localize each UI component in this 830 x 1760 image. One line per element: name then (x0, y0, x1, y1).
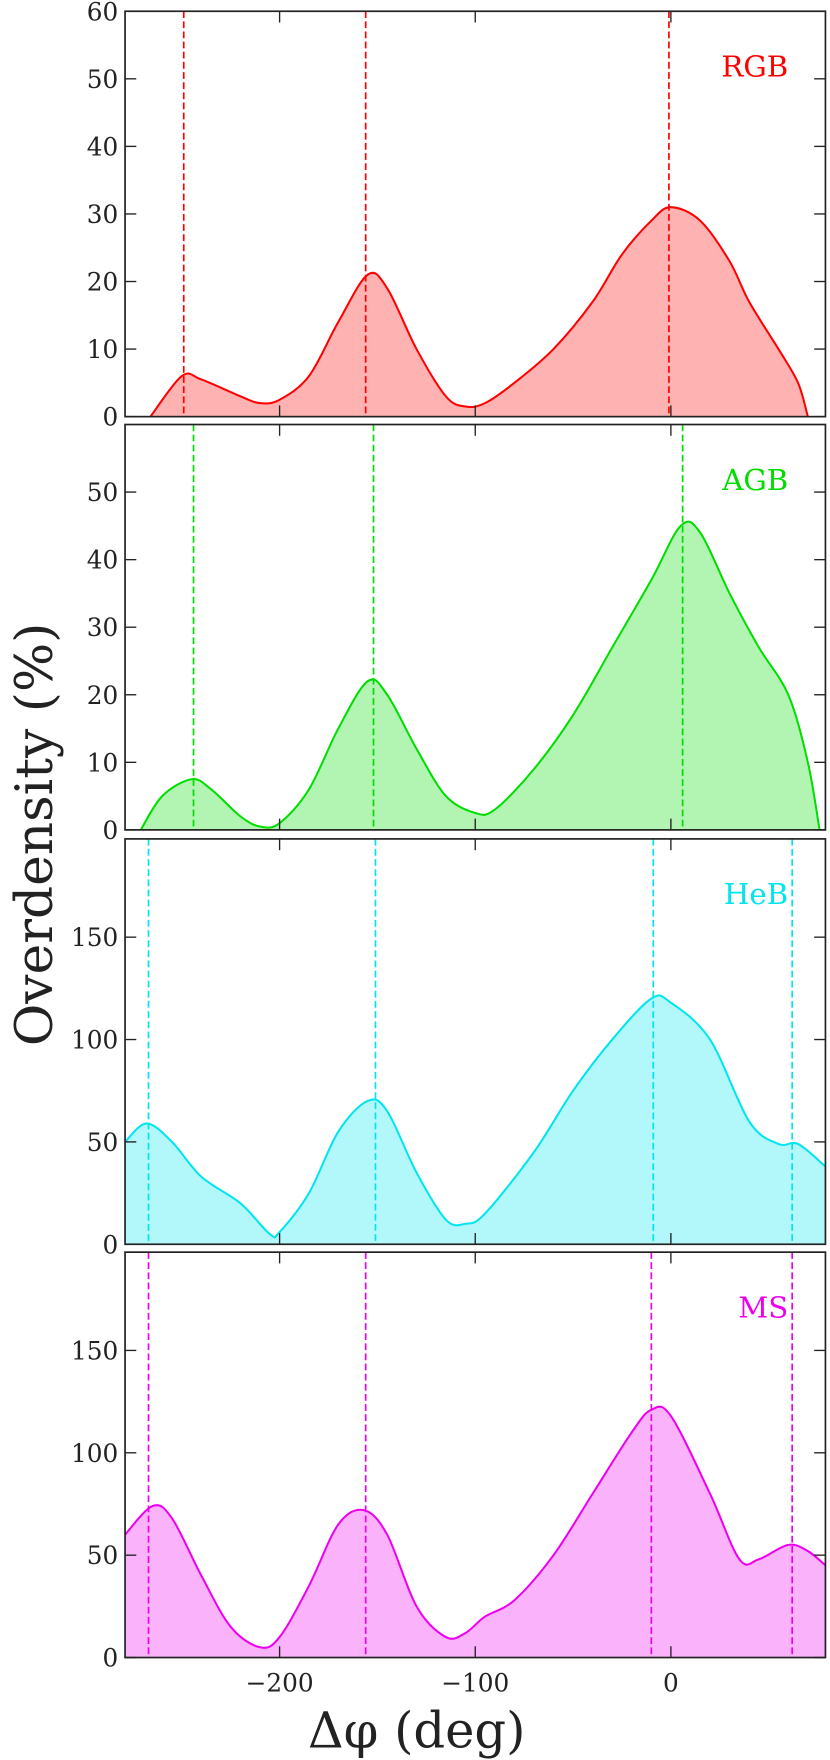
y-tick-label: 20 (87, 681, 119, 710)
y-tick-label: 150 (71, 1336, 118, 1365)
y-tick-label: 20 (87, 268, 119, 297)
x-tick-label: −200 (246, 1668, 314, 1697)
x-axis-label: Δφ (deg) (308, 1702, 526, 1760)
y-tick-label: 60 (87, 0, 119, 26)
y-tick-label: 100 (71, 1439, 118, 1468)
curve-line (139, 520, 821, 830)
y-tick-label: 0 (103, 816, 119, 845)
panel-label: HeB (724, 877, 788, 911)
x-tick-label: 0 (663, 1668, 679, 1697)
y-tick-label: 0 (103, 403, 119, 432)
y-tick-label: 30 (87, 200, 119, 229)
area-fill (125, 1406, 826, 1658)
y-tick-label: 50 (87, 65, 119, 94)
y-tick-label: 150 (71, 923, 118, 952)
y-tick-label: 50 (87, 1541, 119, 1570)
y-tick-label: 100 (71, 1026, 118, 1055)
area-fill (125, 995, 826, 1245)
y-tick-label: 50 (87, 1128, 119, 1157)
area-fill (140, 521, 820, 830)
curve-line (125, 994, 826, 1239)
y-tick-label: 0 (103, 1644, 119, 1673)
panel-label: AGB (721, 463, 788, 497)
y-axis-label: Overdensity (%) (5, 623, 65, 1047)
panel-label: MS (738, 1290, 788, 1324)
curve-line (125, 1405, 826, 1649)
panel-label: RGB (721, 50, 788, 84)
y-tick-label: 10 (87, 335, 119, 364)
x-tick-label: −100 (441, 1668, 509, 1697)
area-fill (150, 207, 808, 417)
y-tick-label: 10 (87, 748, 119, 777)
y-tick-label: 50 (87, 478, 119, 507)
y-tick-label: 30 (87, 613, 119, 642)
y-tick-label: 40 (87, 546, 119, 575)
curve-line (149, 206, 809, 417)
y-tick-label: 0 (103, 1230, 119, 1259)
y-tick-label: 40 (87, 132, 119, 161)
